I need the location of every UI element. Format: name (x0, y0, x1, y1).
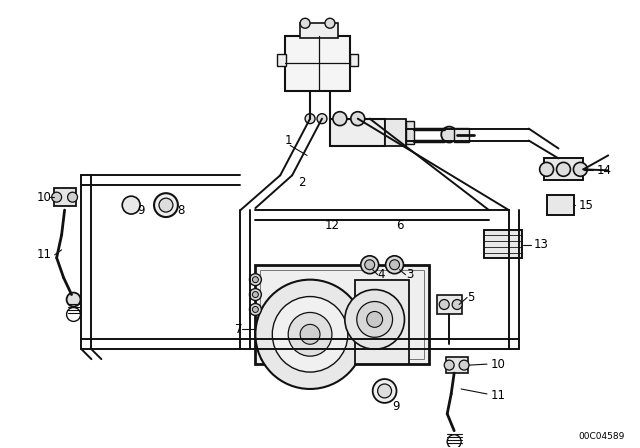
Bar (484, 230, 522, 258)
Text: 15: 15 (579, 198, 593, 211)
Text: 7: 7 (235, 323, 243, 336)
Circle shape (361, 256, 379, 274)
Circle shape (154, 193, 178, 217)
Text: 13: 13 (534, 238, 548, 251)
Circle shape (159, 198, 173, 212)
Text: 9: 9 (138, 203, 145, 216)
Circle shape (300, 324, 320, 344)
Text: 3: 3 (406, 268, 413, 281)
Circle shape (52, 192, 61, 202)
Bar (54, 188, 76, 206)
Circle shape (255, 280, 365, 389)
Circle shape (378, 384, 392, 398)
Text: 5: 5 (467, 291, 475, 304)
Bar (385, 119, 406, 146)
Text: 4: 4 (378, 268, 385, 281)
Circle shape (557, 162, 570, 177)
Circle shape (305, 114, 315, 124)
Circle shape (250, 274, 261, 286)
Bar (260, 270, 424, 359)
Text: 12: 12 (324, 220, 339, 233)
Text: 00C04589: 00C04589 (579, 432, 625, 441)
Circle shape (252, 277, 259, 283)
Circle shape (573, 162, 588, 177)
Text: 2: 2 (298, 176, 306, 189)
Circle shape (325, 18, 335, 28)
Bar (454, 128, 469, 142)
Bar (355, 280, 410, 364)
Bar (437, 294, 462, 314)
Text: 9: 9 (392, 401, 399, 414)
Circle shape (333, 112, 347, 125)
Circle shape (390, 260, 399, 270)
Bar (547, 195, 575, 215)
Bar (330, 119, 385, 146)
Circle shape (439, 300, 449, 310)
Circle shape (300, 18, 310, 28)
Circle shape (365, 260, 374, 270)
Circle shape (444, 360, 454, 370)
Circle shape (272, 297, 348, 372)
Text: 8: 8 (177, 203, 184, 216)
Bar (285, 36, 350, 91)
Circle shape (250, 303, 261, 315)
Bar (255, 265, 429, 364)
Circle shape (288, 312, 332, 356)
Bar (446, 357, 468, 373)
Circle shape (385, 256, 403, 274)
Text: 1: 1 (284, 134, 292, 147)
Circle shape (67, 293, 81, 306)
Text: 10: 10 (36, 191, 52, 204)
Circle shape (540, 162, 554, 177)
Bar (406, 121, 415, 145)
Circle shape (356, 302, 392, 337)
Circle shape (345, 289, 404, 349)
Circle shape (459, 360, 469, 370)
Circle shape (317, 114, 327, 124)
Bar (350, 54, 358, 66)
Circle shape (252, 292, 259, 297)
Circle shape (250, 289, 261, 301)
Circle shape (372, 379, 397, 403)
Bar (543, 159, 583, 180)
Text: 11: 11 (36, 248, 52, 261)
Text: 6: 6 (396, 220, 403, 233)
Bar (300, 23, 338, 38)
Circle shape (252, 306, 259, 312)
Circle shape (122, 196, 140, 214)
Circle shape (351, 112, 365, 125)
Circle shape (441, 127, 457, 142)
Circle shape (367, 311, 383, 327)
Text: 14: 14 (596, 164, 611, 177)
Bar (277, 54, 286, 66)
Circle shape (452, 300, 462, 310)
Circle shape (68, 192, 77, 202)
Text: 11: 11 (491, 389, 506, 402)
Text: 10: 10 (491, 358, 506, 370)
